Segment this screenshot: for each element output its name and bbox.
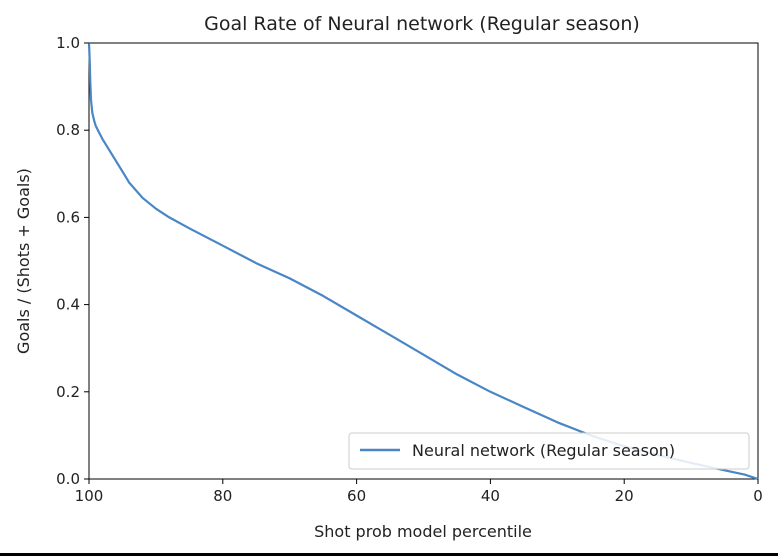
plot-area xyxy=(87,42,759,481)
y-tick-label: 0.6 xyxy=(56,208,80,226)
x-tick-label: 0 xyxy=(753,487,763,505)
axes-frame xyxy=(88,42,759,480)
x-tick-label: 20 xyxy=(615,487,634,505)
legend: Neural network (Regular season) xyxy=(348,432,750,470)
series-layer xyxy=(87,42,759,481)
y-tick-label: 1.0 xyxy=(56,34,80,52)
y-tick-label: 0.8 xyxy=(56,121,80,139)
y-axis-ticks: 0.0 0.2 0.4 0.6 0.8 1.0 xyxy=(56,34,89,488)
legend-box xyxy=(348,432,750,470)
bottom-border xyxy=(0,553,778,556)
chart-title: Goal Rate of Neural network (Regular sea… xyxy=(204,13,640,35)
y-tick-label: 0.2 xyxy=(56,383,80,401)
series-line xyxy=(87,42,759,481)
x-tick-label: 100 xyxy=(75,487,104,505)
y-tick-label: 0.4 xyxy=(56,296,80,314)
x-axis-label: Shot prob model percentile xyxy=(314,522,532,541)
legend-entry-label: Neural network (Regular season) xyxy=(412,441,675,460)
x-axis-ticks: 100 80 60 40 20 0 xyxy=(75,479,763,505)
x-tick-label: 40 xyxy=(481,487,500,505)
x-tick-label: 60 xyxy=(347,487,366,505)
y-axis-label: Goals / (Shots + Goals) xyxy=(14,168,33,354)
y-tick-label: 0.0 xyxy=(56,470,80,488)
x-tick-label: 80 xyxy=(213,487,232,505)
